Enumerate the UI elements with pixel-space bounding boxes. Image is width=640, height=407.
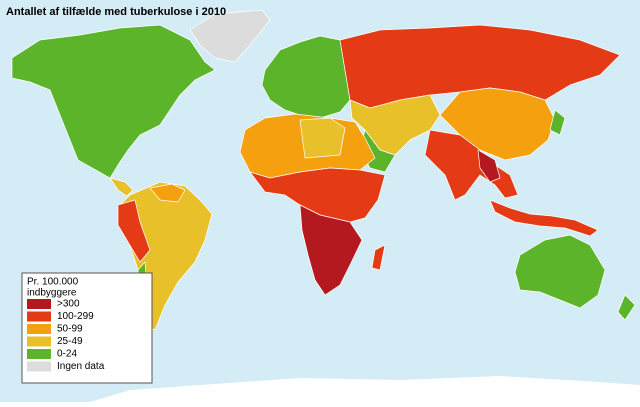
legend-label: >300 [57,299,80,310]
legend-title: Pr. 100.000 [27,277,79,288]
legend-label: 0-24 [57,349,77,360]
venezuela [149,183,186,203]
antarctica [90,376,640,402]
legend-label: 100-299 [57,311,94,322]
libya-egypt [299,117,346,159]
legend-swatch [27,361,51,372]
indonesia [489,199,599,237]
legend-swatch [27,311,51,322]
europe [261,35,351,119]
central-america [109,177,134,197]
legend-swatch [27,336,51,347]
legend-swatch [27,324,51,334]
map-title: Antallet af tilfælde med tuberkulose i 2… [6,6,226,18]
southern-africa [299,204,363,296]
legend-label: 50-99 [57,324,83,335]
japan [549,109,566,136]
legend-label: 25-49 [57,336,83,347]
legend-swatch [27,299,51,309]
china [439,87,556,161]
peru [117,199,151,263]
greenland [189,9,271,63]
legend-label: Ingen data [57,361,105,372]
new-zealand [617,294,636,321]
australia [514,234,606,309]
north-america [11,24,216,179]
madagascar [371,244,386,271]
central-africa [249,167,386,223]
legend-title: indbyggere [27,288,77,299]
myanmar [477,149,501,183]
legend-swatch [27,349,51,359]
